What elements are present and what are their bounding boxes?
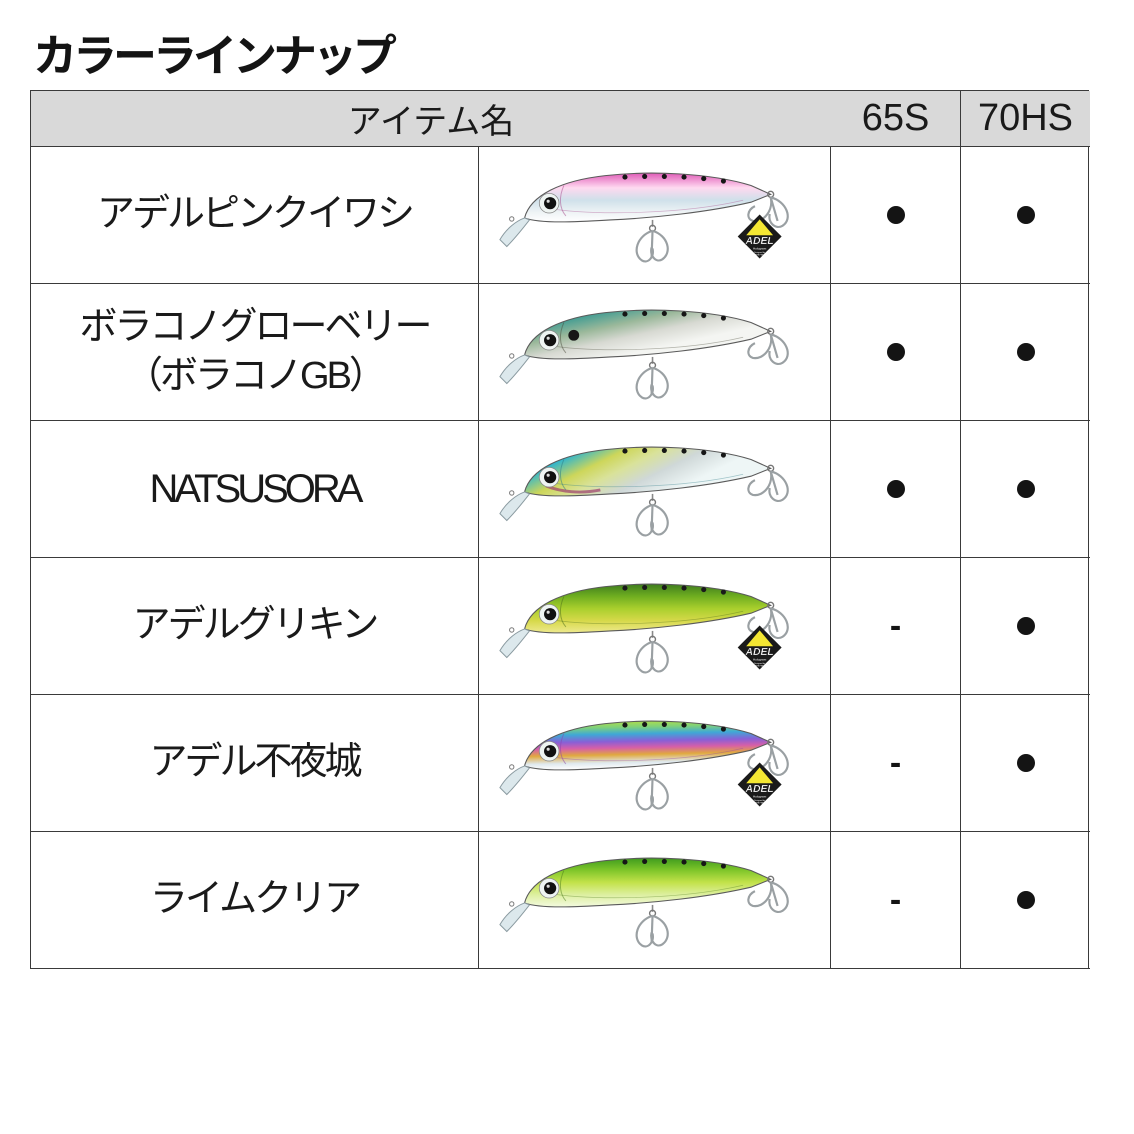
svg-text:THE FISH: THE FISH: [755, 665, 764, 667]
svg-text:ADEL: ADEL: [745, 236, 774, 247]
svg-text:Designed by: Designed by: [754, 252, 765, 254]
svg-text:Designed by: Designed by: [754, 800, 765, 802]
svg-text:Designed by: Designed by: [754, 663, 765, 665]
svg-text:Hologram: Hologram: [753, 657, 767, 661]
svg-text:THE FISH: THE FISH: [755, 802, 764, 804]
svg-text:Hologram: Hologram: [753, 246, 767, 250]
svg-text:Hologram: Hologram: [753, 794, 767, 798]
svg-text:THE FISH: THE FISH: [755, 254, 764, 256]
svg-text:ADEL: ADEL: [745, 647, 774, 658]
svg-text:ADEL: ADEL: [745, 784, 774, 795]
